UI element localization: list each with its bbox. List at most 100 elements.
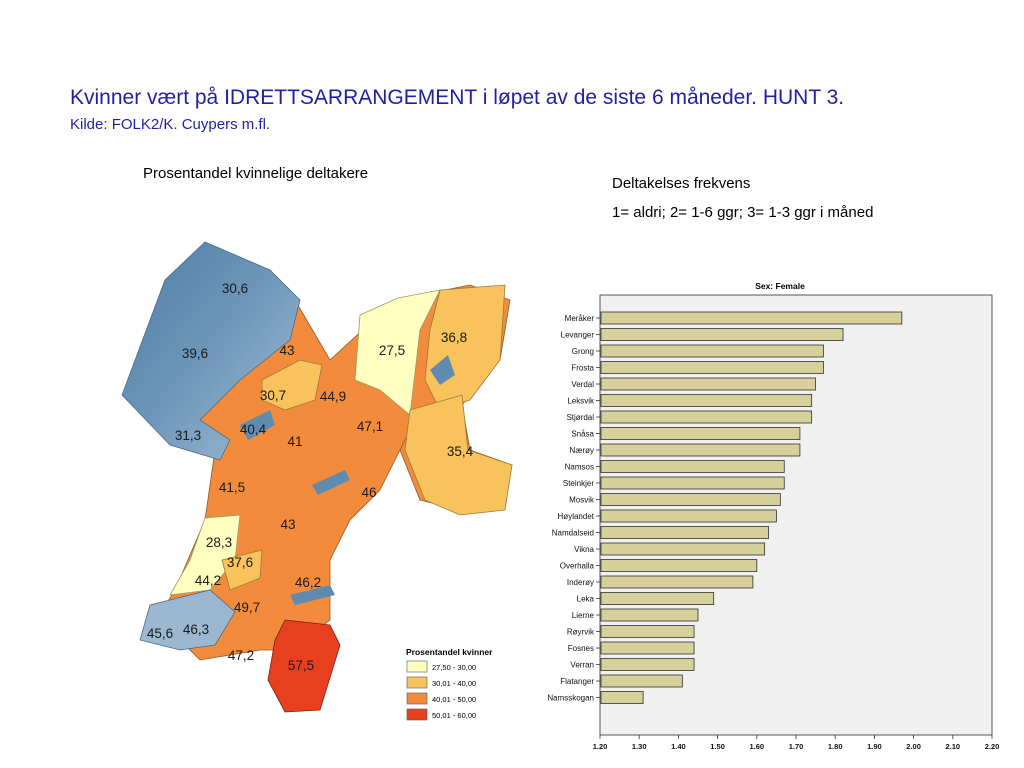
category-label: Namsskogan	[547, 694, 594, 703]
bar	[600, 526, 769, 539]
x-tick-label: 1.80	[828, 742, 843, 751]
bar	[600, 493, 781, 506]
map-region-southwest-coast	[139, 589, 236, 651]
bar	[600, 361, 824, 374]
bar	[600, 427, 801, 440]
map-value-label: 27,5	[379, 343, 405, 358]
category-label: Fosnes	[568, 644, 594, 653]
legend-swatch	[406, 660, 428, 673]
legend-title: Prosentandel kvinner	[406, 647, 493, 657]
category-label: Nærøy	[570, 446, 594, 455]
bar	[600, 592, 715, 605]
x-tick-label: 1.60	[749, 742, 764, 751]
bar	[600, 625, 695, 638]
map-region-57-5	[267, 619, 341, 713]
category-label: Meråker	[565, 314, 595, 323]
category-label: Lierne	[572, 611, 595, 620]
legend-label: 30,01 - 40,00	[432, 679, 476, 688]
category-label: Leka	[577, 595, 595, 604]
category-label: Namsos	[565, 463, 594, 472]
map-legend: Prosentandel kvinner 27,50 - 30,00 30,01 …	[406, 647, 493, 721]
bar	[600, 344, 824, 358]
bar	[600, 641, 695, 655]
map-value-label: 47,1	[357, 419, 383, 434]
legend-swatch	[406, 708, 428, 721]
category-label: Mosvik	[569, 496, 595, 505]
map-value-label: 31,3	[175, 428, 201, 443]
bar	[600, 476, 785, 490]
map-value-label: 37,6	[227, 555, 253, 570]
map-region-coast	[121, 241, 301, 461]
bar	[600, 674, 683, 688]
bar	[600, 460, 785, 473]
map-region-27-5	[354, 289, 441, 416]
x-tick-label: 1.20	[593, 742, 608, 751]
category-label: Inderøy	[567, 578, 594, 587]
bar	[600, 311, 903, 325]
bar	[600, 691, 644, 704]
map-value-label: 43	[279, 343, 294, 358]
map-value-label: 49,7	[234, 600, 260, 615]
bar	[600, 509, 777, 523]
map-value-label: 28,3	[206, 535, 232, 550]
legend-swatch	[406, 692, 428, 705]
category-label: Grong	[572, 347, 594, 356]
map-value-label: 39,6	[182, 346, 208, 361]
bar	[600, 608, 699, 622]
map-value-label: 36,8	[441, 330, 467, 345]
map-region-36-8	[424, 284, 506, 411]
bar	[600, 377, 817, 391]
bar	[600, 559, 758, 572]
category-label: Flatanger	[560, 677, 594, 686]
category-label: Namdalseid	[552, 529, 594, 538]
source-note: Kilde: FOLK2/K. Cuypers m.fl.	[70, 116, 271, 133]
category-label: Steinkjer	[563, 479, 594, 488]
category-label: Vikna	[574, 545, 594, 554]
map-value-label: 57,5	[288, 658, 314, 673]
map-value-label: 40,4	[240, 422, 267, 437]
x-tick-label: 2.00	[906, 742, 921, 751]
choropleth-map: 30,6 39,6 43 27,5 36,8 30,7 44,9 31,3 40,4 41 47,1…	[121, 241, 513, 721]
bar	[600, 410, 813, 424]
map-region-35-4	[404, 394, 513, 516]
map-value-label: 46,3	[183, 622, 209, 637]
map-value-label: 35,4	[447, 444, 474, 459]
map-value-label: 41,5	[219, 480, 245, 495]
bar	[600, 394, 813, 407]
chart-heading: Deltakelses frekvens	[612, 175, 751, 192]
map-heading: Prosentandel kvinnelige deltakere	[143, 165, 369, 182]
legend-label: 40,01 - 50,00	[432, 695, 476, 704]
map-value-label: 47,2	[228, 648, 254, 663]
category-label: Verdal	[571, 380, 594, 389]
legend-label: 50,01 - 60,00	[432, 711, 476, 720]
category-label: Røyrvik	[567, 628, 595, 637]
category-label: Snåsa	[571, 430, 594, 439]
bar	[600, 328, 844, 341]
x-tick-label: 1.40	[671, 742, 686, 751]
page-title: Kvinner vært på IDRETTSARRANGEMENT i løp…	[70, 86, 845, 109]
map-lake	[430, 355, 455, 385]
category-label: Verran	[570, 661, 594, 670]
map-lake	[240, 410, 275, 440]
bar	[600, 658, 695, 671]
bar	[600, 575, 754, 589]
map-value-label: 30,6	[222, 281, 248, 296]
x-tick-label: 1.70	[789, 742, 804, 751]
category-label: Leksvik	[567, 397, 595, 406]
bar	[600, 443, 801, 457]
map-value-label: 44,2	[195, 573, 221, 588]
bar-chart: Sex: Female Meråker Levanger Grong Frosta Ve…	[547, 281, 1000, 751]
category-label: Overhalla	[560, 562, 595, 571]
bar	[600, 542, 766, 556]
map-value-label: 46,2	[295, 575, 321, 590]
chart-title: Sex: Female	[755, 281, 805, 291]
legend-swatch	[406, 676, 428, 689]
x-tick-label: 2.20	[985, 742, 1000, 751]
map-value-label: 30,7	[260, 388, 286, 403]
category-label: Høylandet	[558, 512, 595, 521]
map-value-label: 45,6	[147, 626, 173, 641]
map-region-30-7	[261, 359, 323, 411]
map-lake	[290, 585, 335, 605]
category-label: Stjørdal	[566, 413, 594, 422]
map-value-label: 43	[280, 517, 295, 532]
